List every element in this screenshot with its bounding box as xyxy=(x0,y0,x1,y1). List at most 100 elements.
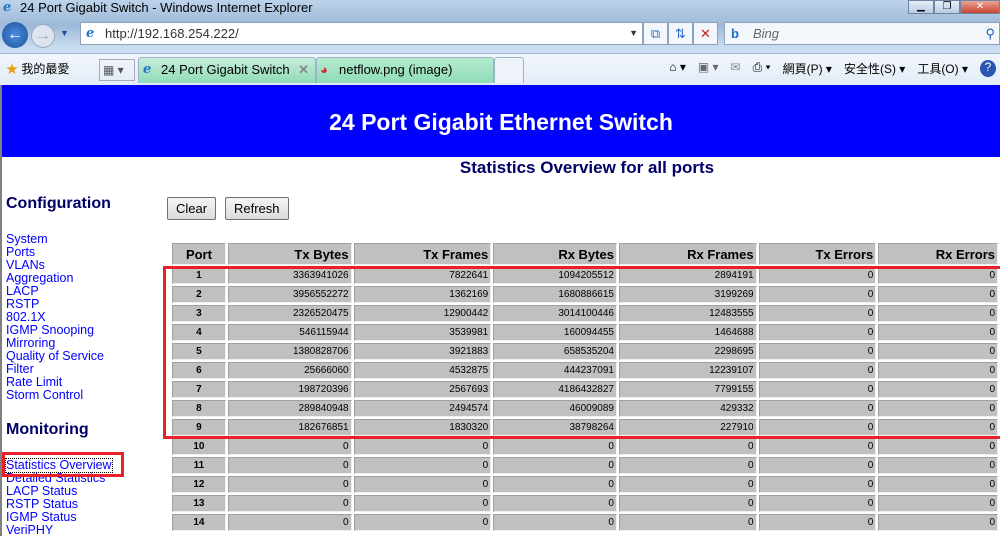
help-icon[interactable]: ? xyxy=(980,60,996,77)
tab-row: ★ 我的最愛 ▦ ▾ e 24 Port Gigabit Switch ✕ ◕ … xyxy=(0,53,1000,85)
cell-port: 6 xyxy=(172,362,226,379)
table-row: 13 0 0 0 0 0 0 xyxy=(172,495,998,512)
cell-rx-bytes: 0 xyxy=(493,514,617,531)
sidebar-item-rate-limit[interactable]: Rate Limit xyxy=(6,375,63,389)
search-input[interactable]: b Bing ⚲ xyxy=(724,22,1000,45)
stop-icon[interactable]: ✕ xyxy=(693,22,718,45)
mail-icon[interactable]: ✉ xyxy=(730,60,741,74)
recent-pages-dropdown[interactable]: ▼ xyxy=(60,28,69,38)
table-row: 7 198720396 2567693 4186432827 7799155 0 0 xyxy=(172,381,998,398)
maximize-button[interactable]: ❐ xyxy=(934,0,960,14)
clear-button[interactable]: Clear xyxy=(167,197,217,220)
cell-rx-bytes: 46009089 xyxy=(493,400,617,417)
table-row: 6 25666060 4532875 444237091 12239107 0 0 xyxy=(172,362,998,379)
sidebar-item-filter[interactable]: Filter xyxy=(6,362,34,376)
close-tab-icon[interactable]: ✕ xyxy=(298,62,309,77)
cell-tx-errors: 0 xyxy=(758,381,877,398)
forward-button[interactable]: → xyxy=(31,24,55,48)
monitoring-heading: Monitoring xyxy=(6,421,89,438)
sidebar-item-igmp-snooping[interactable]: IGMP Snooping xyxy=(6,323,95,337)
cell-port: 11 xyxy=(172,457,226,474)
ie-icon: e xyxy=(143,62,152,77)
cell-rx-bytes: 0 xyxy=(493,495,617,512)
new-tab-button[interactable] xyxy=(494,57,524,83)
sidebar-item-mirroring[interactable]: Mirroring xyxy=(6,336,56,350)
cell-tx-frames: 0 xyxy=(353,457,492,474)
cell-port: 5 xyxy=(172,343,226,360)
sidebar-item-igmp-status[interactable]: IGMP Status xyxy=(6,510,77,524)
cell-rx-errors: 0 xyxy=(878,343,998,360)
cell-port: 12 xyxy=(172,476,226,493)
page-menu[interactable]: 網頁(P) ▾ xyxy=(782,62,832,76)
search-icon[interactable]: ⚲ xyxy=(985,26,995,41)
cell-port: 8 xyxy=(172,400,226,417)
tab-netflow[interactable]: ◕ netflow.png (image) xyxy=(316,57,494,83)
cell-tx-bytes: 0 xyxy=(227,457,352,474)
cell-rx-errors: 0 xyxy=(878,400,998,417)
refresh-icon[interactable]: ⇅ xyxy=(668,22,693,45)
quick-tabs-button[interactable]: ▦ ▾ xyxy=(99,59,135,81)
column-header-tx-frames: Tx Frames xyxy=(353,243,492,265)
address-dropdown-icon[interactable]: ▼ xyxy=(629,28,638,38)
cell-rx-errors: 0 xyxy=(878,476,998,493)
window-title-text: 24 Port Gigabit Switch - Windows Interne… xyxy=(20,0,313,15)
cell-rx-bytes: 0 xyxy=(493,438,617,455)
home-icon[interactable]: ⌂ ▾ xyxy=(669,60,686,74)
safety-menu[interactable]: 安全性(S) ▾ xyxy=(843,62,906,76)
cell-tx-bytes: 198720396 xyxy=(227,381,352,398)
cell-tx-bytes: 289840948 xyxy=(227,400,352,417)
sidebar-item-aggregation[interactable]: Aggregation xyxy=(6,271,74,285)
cell-rx-frames: 3199269 xyxy=(618,286,757,303)
print-icon[interactable]: ⎙ ▾ xyxy=(752,60,771,74)
cell-rx-errors: 0 xyxy=(878,438,998,455)
cell-rx-bytes: 4186432827 xyxy=(493,381,617,398)
cell-rx-frames: 12483555 xyxy=(618,305,757,322)
refresh-button[interactable]: Refresh xyxy=(225,197,289,220)
cell-tx-frames: 2494574 xyxy=(353,400,492,417)
sidebar-item-system[interactable]: System xyxy=(6,232,48,246)
cell-rx-frames: 0 xyxy=(618,457,757,474)
sidebar-item-quality-of-service[interactable]: Quality of Service xyxy=(6,349,104,363)
sidebar-item-802-1x[interactable]: 802.1X xyxy=(6,310,46,324)
sidebar-item-storm-control[interactable]: Storm Control xyxy=(6,388,84,402)
cell-rx-errors: 0 xyxy=(878,495,998,512)
sidebar-item-rstp[interactable]: RSTP xyxy=(6,297,40,311)
table-row: 8 289840948 2494574 46009089 429332 0 0 xyxy=(172,400,998,417)
cell-tx-frames: 0 xyxy=(353,476,492,493)
back-button[interactable]: ← xyxy=(2,22,28,48)
browser-chrome: e 24 Port Gigabit Switch - Windows Inter… xyxy=(0,0,1000,85)
favorites-button[interactable]: ★ 我的最愛 xyxy=(6,60,69,77)
table-row: 9 182676851 1830320 38798264 227910 0 0 xyxy=(172,419,998,436)
tab-switch[interactable]: e 24 Port Gigabit Switch ✕ xyxy=(138,57,316,83)
cell-rx-bytes: 160094455 xyxy=(493,324,617,341)
highlight-box-table xyxy=(163,266,1000,439)
cell-port: 4 xyxy=(172,324,226,341)
minimize-button[interactable]: ▁ xyxy=(908,0,934,14)
close-button[interactable]: ✕ xyxy=(960,0,1000,14)
sidebar-item-lacp[interactable]: LACP xyxy=(6,284,39,298)
sidebar-item-vlans[interactable]: VLANs xyxy=(6,258,45,272)
address-bar[interactable]: e http://192.168.254.222/ ▼ xyxy=(80,22,643,45)
column-header-tx-errors: Tx Errors xyxy=(758,243,877,265)
column-header-rx-frames: Rx Frames xyxy=(618,243,757,265)
sidebar-item-statistics-overview[interactable]: Statistics Overview xyxy=(5,458,113,473)
table-row: 10 0 0 0 0 0 0 xyxy=(172,438,998,455)
cell-tx-bytes: 546115944 xyxy=(227,324,352,341)
tools-menu[interactable]: 工具(O) ▾ xyxy=(917,62,968,76)
cell-rx-errors: 0 xyxy=(878,362,998,379)
sidebar-item-lacp-status[interactable]: LACP Status xyxy=(6,484,78,498)
cell-rx-bytes: 0 xyxy=(493,476,617,493)
cell-tx-frames: 3539981 xyxy=(353,324,492,341)
window-controls: ▁ ❐ ✕ xyxy=(908,0,1000,14)
compatibility-view-icon[interactable]: ⧉ xyxy=(643,22,668,45)
feeds-icon[interactable]: ▣ ▾ xyxy=(697,60,719,74)
table-row: 14 0 0 0 0 0 0 xyxy=(172,514,998,531)
sidebar-item-rstp-status[interactable]: RSTP Status xyxy=(6,497,79,511)
column-header-port: Port xyxy=(172,243,226,265)
sidebar-item-ports[interactable]: Ports xyxy=(6,245,36,259)
cell-rx-frames: 0 xyxy=(618,476,757,493)
cell-rx-errors: 0 xyxy=(878,324,998,341)
safety-menu-label: 安全性(S) xyxy=(843,62,896,76)
sidebar-item-veriphy[interactable]: VeriPHY xyxy=(6,523,54,537)
cell-rx-frames: 227910 xyxy=(618,419,757,436)
